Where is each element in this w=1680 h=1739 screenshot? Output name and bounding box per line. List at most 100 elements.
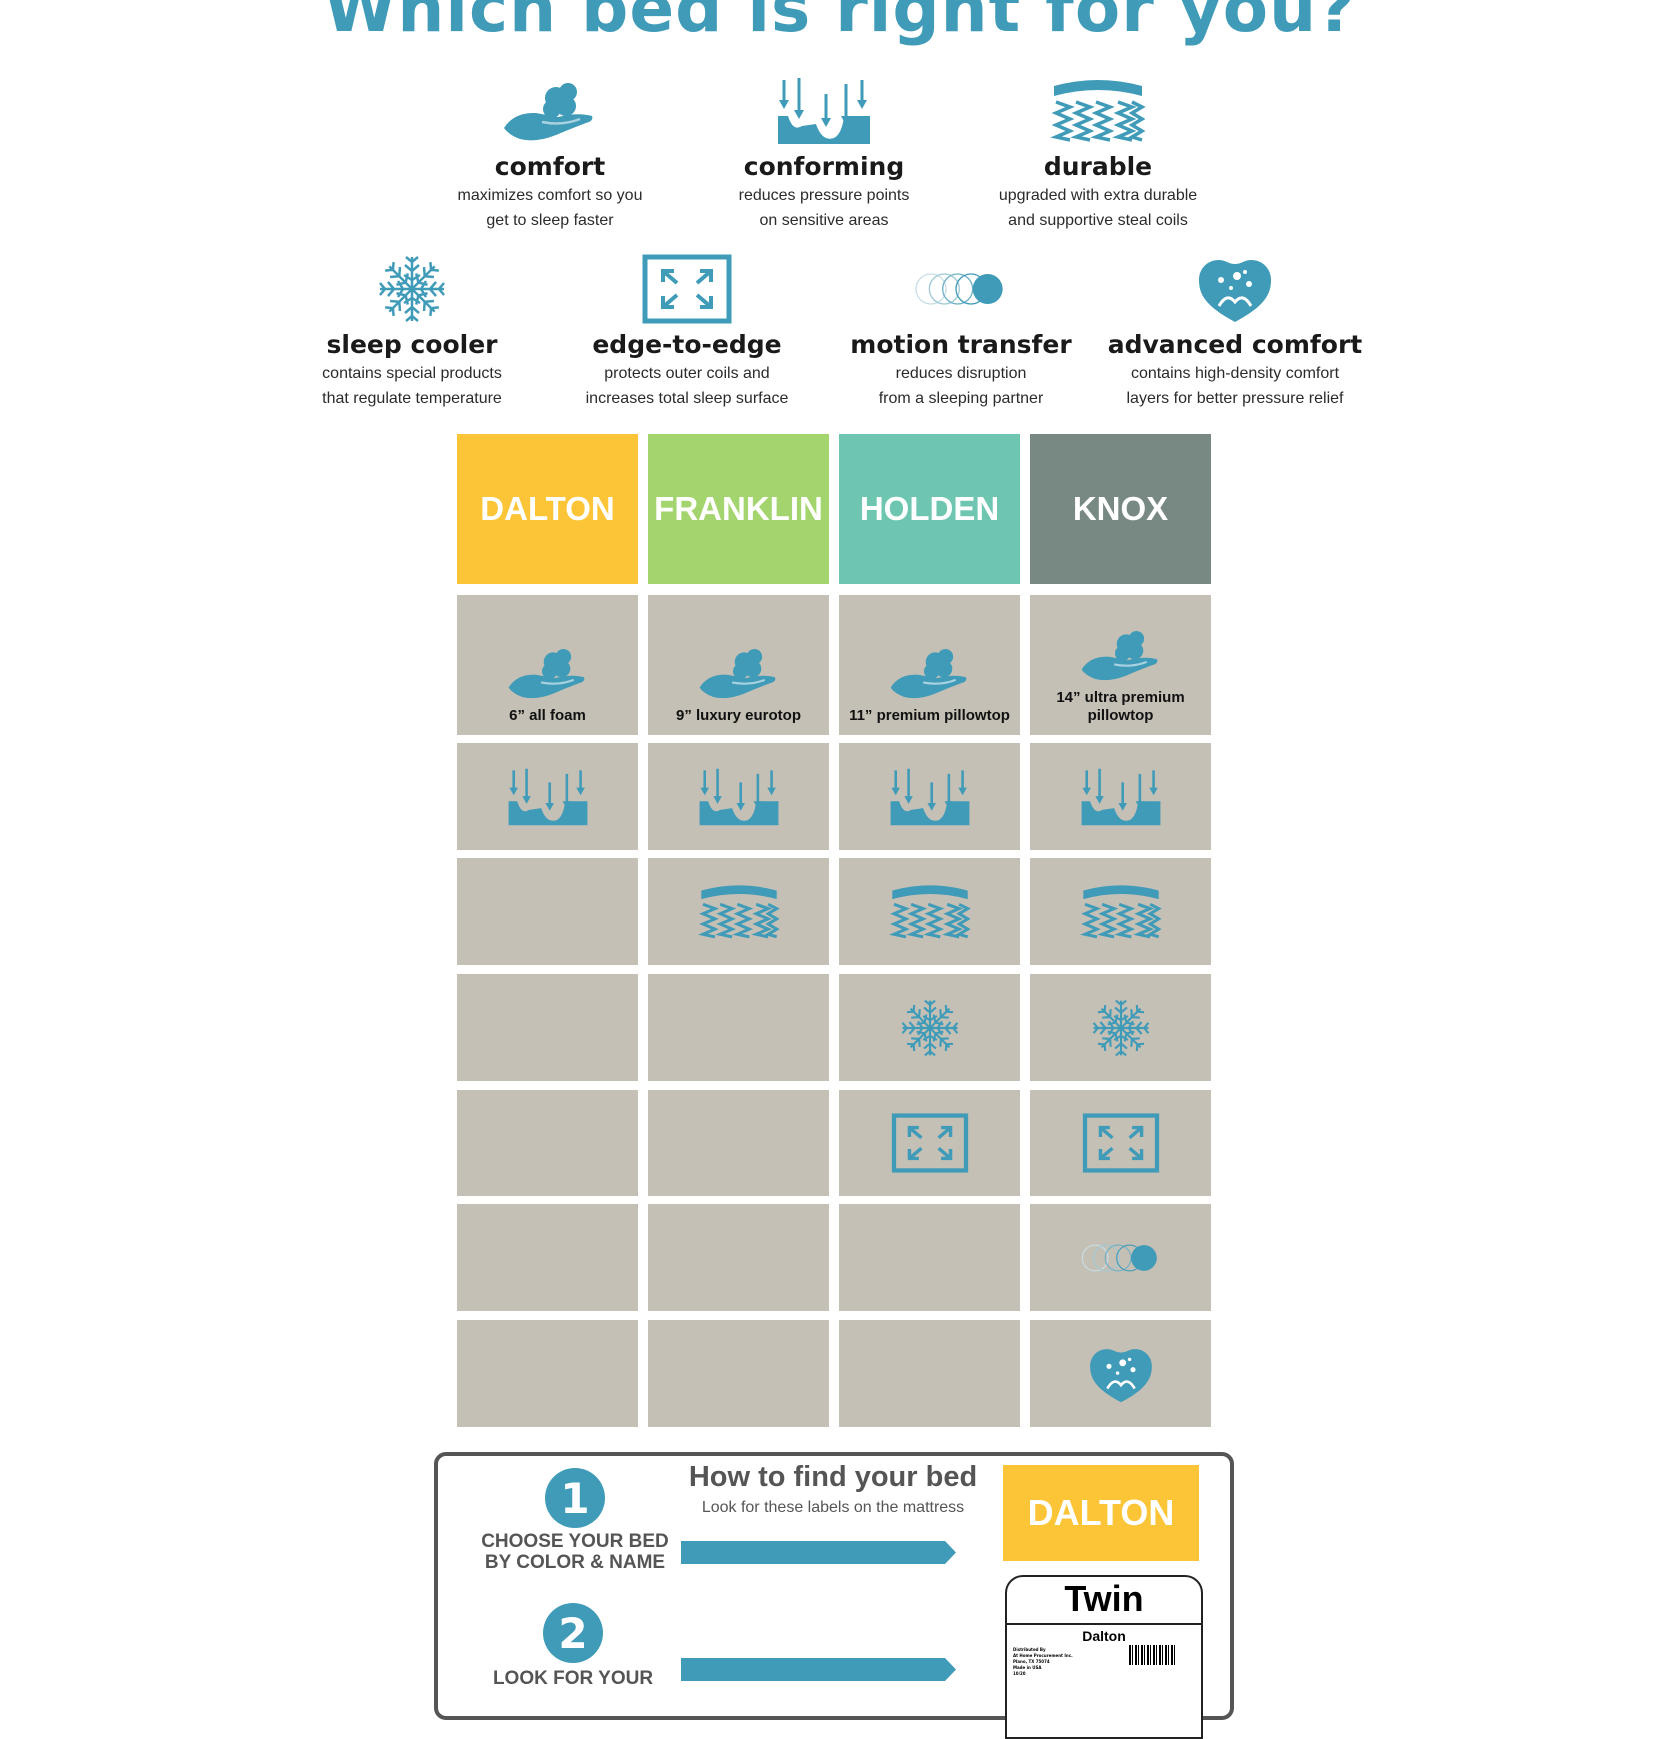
- fine-line: 10/20: [1013, 1671, 1026, 1676]
- feature-durable: durable upgraded with extra durable and …: [963, 76, 1233, 232]
- barcode: [1129, 1645, 1175, 1665]
- feature-desc-1: contains special products: [322, 365, 502, 382]
- grid-cell-dalton-durable: [457, 858, 638, 965]
- feature-edge-to-edge: edge-to-edge protects outer coils and in…: [552, 254, 822, 410]
- howto-subtitle: Look for these labels on the mattress: [701, 1499, 965, 1516]
- conforming-icon: [505, 767, 591, 827]
- arrow-2: [681, 1658, 956, 1681]
- feature-desc-2: that regulate temperature: [322, 390, 502, 407]
- expand-icon: [637, 254, 737, 324]
- comfort-hand-icon: [1078, 625, 1164, 685]
- feature-desc-2: get to sleep faster: [486, 212, 614, 229]
- feature-sleep-cooler: sleep cooler contains special products t…: [277, 254, 547, 410]
- snowflake-icon: [1078, 998, 1164, 1058]
- comfort-hand-icon: [500, 76, 600, 146]
- grid-cell-franklin-advanced-comfort: [648, 1320, 829, 1427]
- feature-desc-2: increases total sleep surface: [585, 390, 789, 407]
- motion-circles-icon: [1078, 1228, 1164, 1288]
- grid-cell-franklin-durable: [648, 858, 829, 965]
- bed-header-franklin: FRANKLIN: [648, 434, 829, 584]
- feature-label: conforming: [743, 152, 905, 181]
- grid-cell-knox-edge-to-edge: [1030, 1090, 1211, 1196]
- howto-title: How to find your bed: [688, 1461, 978, 1493]
- snowflake-icon: [887, 998, 973, 1058]
- grid-cell-franklin-conforming: [648, 743, 829, 850]
- grid-cell-holden-sleep-cooler: [839, 974, 1020, 1081]
- grid-cell-knox-advanced-comfort: [1030, 1320, 1211, 1427]
- feature-label: advanced comfort: [1107, 330, 1363, 359]
- grid-cell-franklin-sleep-cooler: [648, 974, 829, 1081]
- expand-icon: [1078, 1113, 1164, 1173]
- page-title: Which bed is right for you?: [323, 0, 1357, 47]
- tag-model: Dalton: [1082, 1628, 1126, 1644]
- step-number-2: 2: [543, 1603, 603, 1663]
- sample-color-label: DALTON: [1003, 1465, 1199, 1561]
- bed-header-knox: KNOX: [1030, 434, 1211, 584]
- step-text-1: CHOOSE YOUR BED BY COLOR & NAME: [481, 1531, 669, 1573]
- grid-cell-knox-durable: [1030, 858, 1211, 965]
- grid-cell-holden-motion-transfer: [839, 1204, 1020, 1311]
- grid-cell-dalton-motion-transfer: [457, 1204, 638, 1311]
- grid-cell-franklin-edge-to-edge: [648, 1090, 829, 1196]
- grid-cell-dalton-sleep-cooler: [457, 974, 638, 1081]
- feature-desc-1: contains high-density comfort: [1130, 365, 1340, 382]
- grid-cell-dalton-advanced-comfort: [457, 1320, 638, 1427]
- fine-line: Distributed By: [1013, 1647, 1046, 1652]
- motion-circles-icon: [911, 254, 1011, 324]
- comfort-hand-icon: [696, 643, 782, 703]
- feature-label: motion transfer: [850, 330, 1072, 359]
- fine-line: Plano, TX 75074: [1013, 1659, 1050, 1664]
- grid-cell-dalton-edge-to-edge: [457, 1090, 638, 1196]
- feature-conforming: conforming reduces pressure points on se…: [689, 76, 959, 232]
- grid-cell-holden-durable: [839, 858, 1020, 965]
- heart-icon: [1078, 1344, 1164, 1404]
- conforming-icon: [887, 767, 973, 827]
- feature-advanced-comfort: advanced comfort contains high-density c…: [1100, 254, 1370, 410]
- comfort-label: 9” luxury eurotop: [675, 707, 802, 724]
- fine-line: Made in USA: [1013, 1665, 1042, 1670]
- conforming-icon: [1078, 767, 1164, 827]
- grid-cell-franklin-comfort: 9” luxury eurotop: [648, 595, 829, 735]
- coils-icon: [1048, 76, 1148, 146]
- feature-desc-1: maximizes comfort so you: [457, 187, 643, 204]
- grid-cell-knox-conforming: [1030, 743, 1211, 850]
- arrow-1: [681, 1541, 956, 1564]
- coils-icon: [1078, 882, 1164, 942]
- feature-desc-2: on sensitive areas: [759, 212, 889, 229]
- feature-desc-1: reduces pressure points: [738, 187, 910, 204]
- feature-desc-1: upgraded with extra durable: [998, 187, 1198, 204]
- bed-header-holden: HOLDEN: [839, 434, 1020, 584]
- comfort-hand-icon: [505, 643, 591, 703]
- fine-line: At Home Procurement Inc.: [1013, 1653, 1073, 1658]
- comfort-label: 6” all foam: [509, 707, 586, 724]
- tag-size: Twin: [1007, 1577, 1201, 1625]
- comfort-hand-icon: [887, 643, 973, 703]
- grid-cell-knox-sleep-cooler: [1030, 974, 1211, 1081]
- step-number-1: 1: [545, 1468, 605, 1528]
- expand-icon: [887, 1113, 973, 1173]
- conforming-icon: [696, 767, 782, 827]
- feature-desc-2: layers for better pressure relief: [1126, 390, 1344, 407]
- comfort-label: 14” ultra premium pillowtop: [1056, 689, 1185, 724]
- grid-cell-dalton-comfort: 6” all foam: [457, 595, 638, 735]
- feature-label: durable: [1043, 152, 1153, 181]
- grid-cell-knox-motion-transfer: [1030, 1204, 1211, 1311]
- step-text-2: LOOK FOR YOUR: [492, 1668, 654, 1689]
- bed-header-dalton: DALTON: [457, 434, 638, 584]
- feature-desc-1: protects outer coils and: [604, 365, 770, 382]
- heart-icon: [1185, 254, 1285, 324]
- tag-fine-print: Distributed By At Home Procurement Inc. Pl…: [1013, 1647, 1073, 1677]
- coils-icon: [887, 882, 973, 942]
- comfort-label: 11” premium pillowtop: [849, 707, 1010, 724]
- feature-label: edge-to-edge: [592, 330, 782, 359]
- grid-cell-holden-advanced-comfort: [839, 1320, 1020, 1427]
- feature-desc-2: and supportive steal coils: [1008, 212, 1188, 229]
- grid-cell-knox-comfort: 14” ultra premium pillowtop: [1030, 595, 1211, 735]
- feature-desc-1: reduces disruption: [895, 365, 1027, 382]
- snowflake-icon: [362, 254, 462, 324]
- feature-desc-2: from a sleeping partner: [878, 390, 1044, 407]
- grid-cell-holden-comfort: 11” premium pillowtop: [839, 595, 1020, 735]
- coils-icon: [696, 882, 782, 942]
- feature-label: comfort: [494, 152, 606, 181]
- grid-cell-holden-conforming: [839, 743, 1020, 850]
